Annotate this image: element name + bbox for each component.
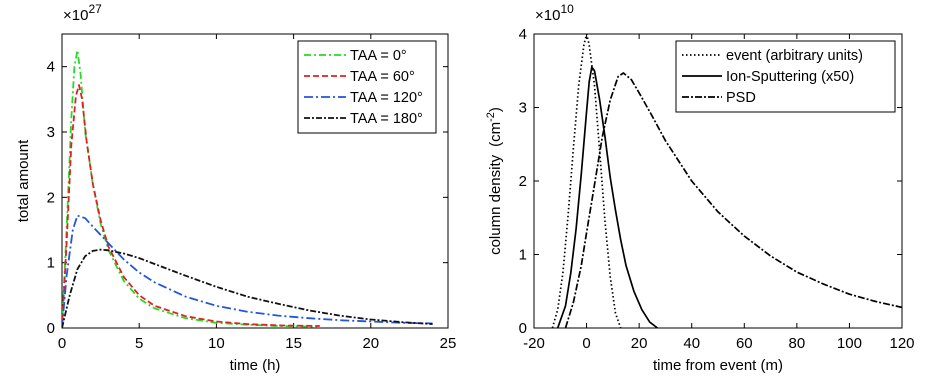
multiplier-base: ×10 [63,7,88,24]
x-axis-label: time (h) [230,357,281,374]
y-tick-label: 1 [47,255,55,272]
series-line-2 [62,84,320,328]
x-axis-label: time from event (m) [653,357,783,374]
y-tick-label: 0 [47,320,55,337]
y-tick-label: 3 [519,100,527,117]
y-axis-multiplier: ×1027 [63,2,102,24]
y-axis-label-text: total amount [15,139,32,222]
y-tick-label: 4 [47,59,55,76]
y-axis-label: total amount [15,139,32,222]
y-tick-label: 3 [47,124,55,141]
legend-label-1: event (arbitrary units) [726,48,863,64]
x-tick-label: 80 [789,335,806,352]
legend-label-3: TAA = 120° [350,90,423,106]
x-tick-label: 20 [631,335,648,352]
series-line-3 [62,214,433,328]
y-axis-unit: (cm [487,122,504,147]
multiplier-base: ×10 [535,7,560,24]
legend: event (arbitrary units) Ion-Sputtering (x… [675,40,896,113]
plot-frame [61,33,449,329]
x-tick-label: 0 [58,335,66,352]
multiplier-exponent: 10 [560,2,574,16]
x-tick-label: 0 [582,335,590,352]
x-tick-label: 40 [683,335,700,352]
x-tick-label: 20 [362,335,379,352]
series-line-4 [62,248,433,328]
y-axis-label: column density (cm-2) [485,107,504,255]
y-axis-unit-close: ) [487,107,504,112]
x-tick-label: 25 [440,335,457,352]
x-tick-label: -20 [523,335,545,352]
legend-label-4: TAA = 180° [350,111,423,127]
series-line-2 [556,66,659,328]
y-axis-multiplier: ×1010 [535,2,574,24]
x-tick-label: 60 [736,335,753,352]
x-tick-label: 120 [889,335,914,352]
series-line-3 [564,72,902,328]
y-tick-label: 0 [519,320,527,337]
y-tick-label: 2 [47,189,55,206]
legend-label-2: TAA = 60° [350,69,415,85]
y-tick-label: 2 [519,173,527,190]
series-line-1 [62,49,317,328]
legend-label-1: TAA = 0° [350,48,407,64]
x-tick-label: 5 [135,335,143,352]
x-tick-label: 10 [208,335,225,352]
legend-label-3: PSD [726,90,756,106]
legend: TAA = 0° TAA = 60° TAA = 120° TAA = 180° [297,40,437,134]
multiplier-exponent: 27 [88,2,102,16]
y-axis-label-text: column density [487,154,504,255]
legend-label-2: Ion-Sputtering (x50) [726,69,854,85]
x-tick-label: 100 [837,335,862,352]
chart-1: 0 5 10 15 20 25 0 1 2 3 4 time (h) total amount ×1027… [15,2,456,374]
y-tick-label: 1 [519,247,527,264]
x-tick-label: 15 [285,335,302,352]
y-axis-unit-exponent: -2 [485,112,497,122]
y-tick-label: 4 [519,26,527,43]
